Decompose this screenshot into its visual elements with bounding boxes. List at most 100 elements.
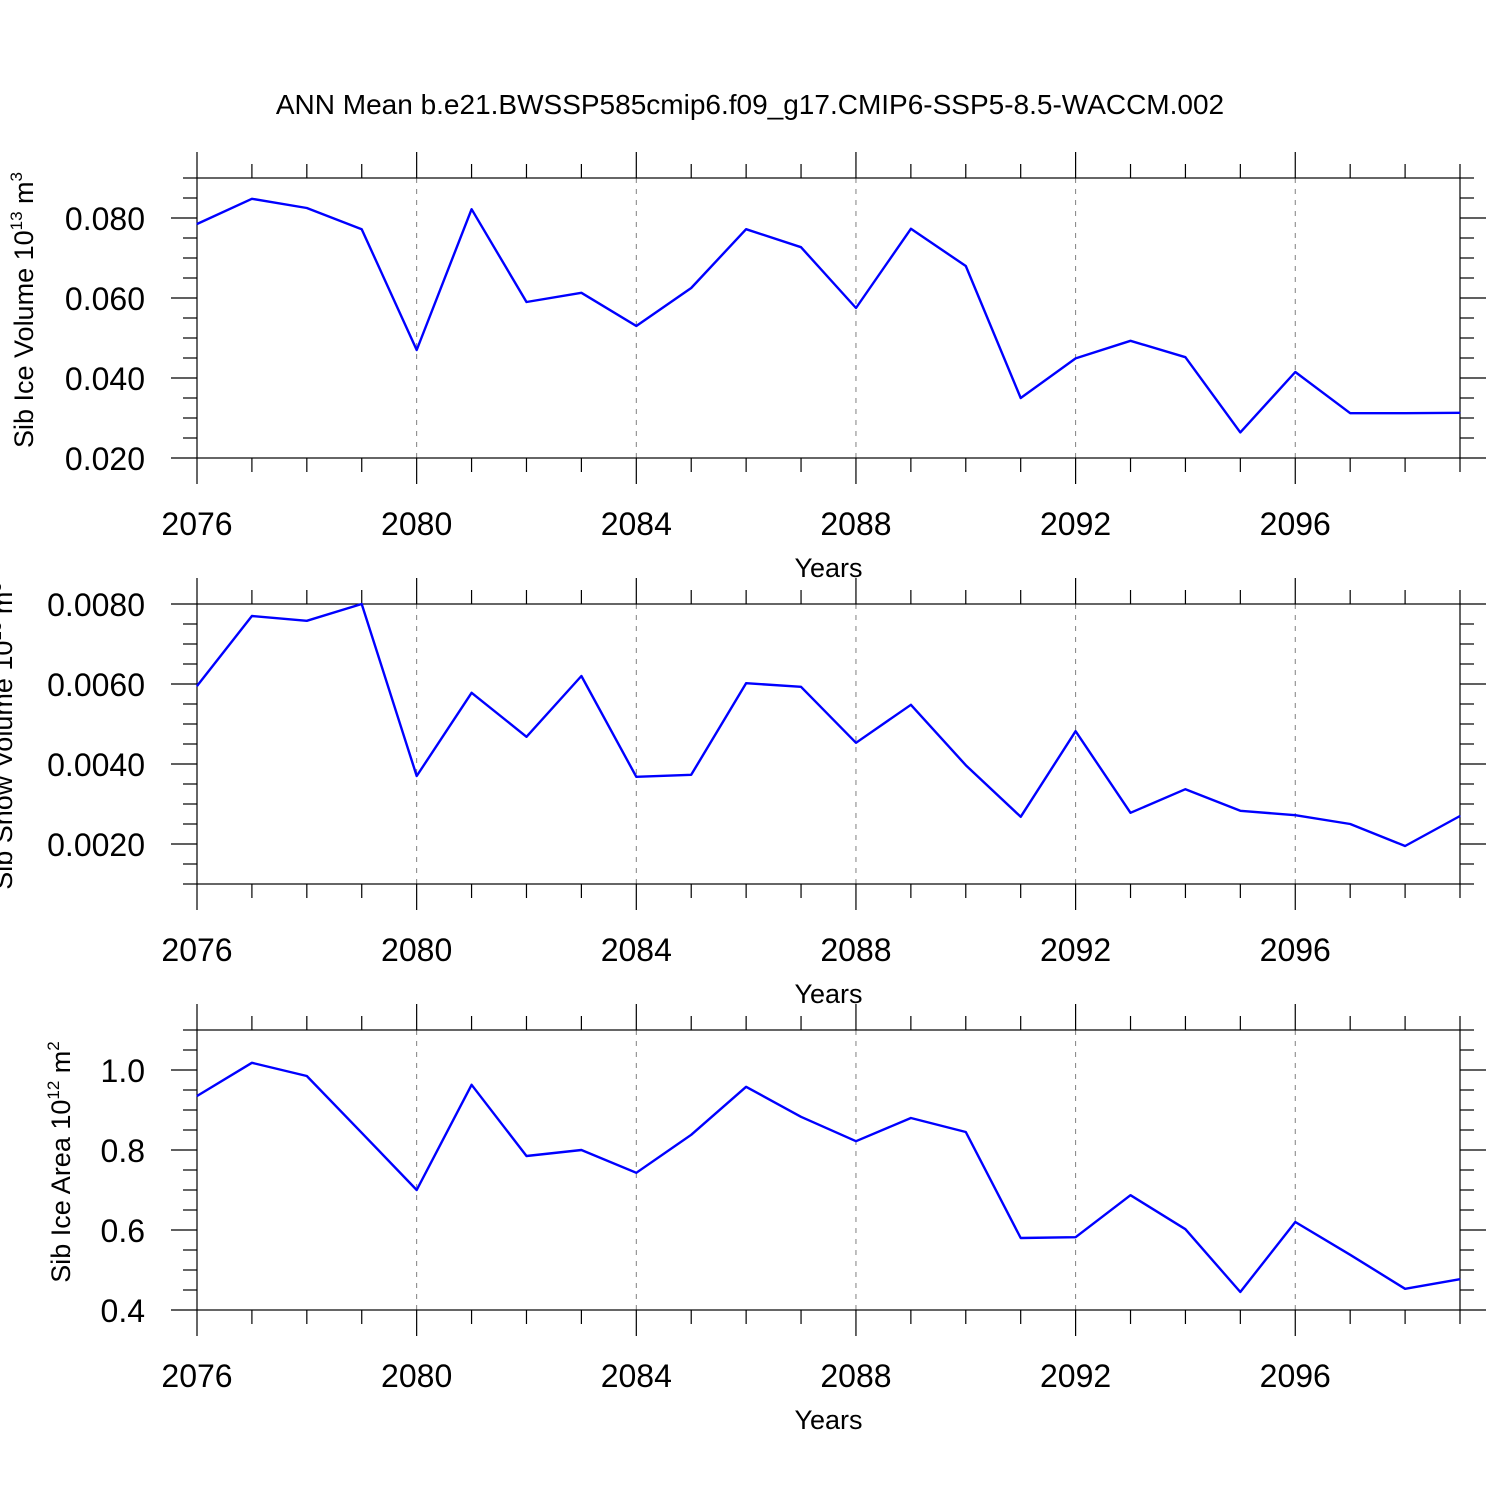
x-tick-label: 2080 [381, 932, 452, 968]
data-point [1294, 371, 1296, 373]
y-tick-label: 0.4 [101, 1293, 145, 1329]
data-point [1404, 845, 1406, 847]
data-point [306, 620, 308, 622]
data-point [416, 1189, 418, 1191]
data-point [1184, 1228, 1187, 1230]
x-tick-label: 2084 [601, 932, 672, 968]
data-point [1075, 1236, 1077, 1238]
x-axis-label: Years [794, 553, 862, 583]
data-point [1404, 1288, 1406, 1290]
data-point [196, 223, 198, 225]
y-axis-label-exponent: 13 [7, 211, 26, 230]
y-tick-label: 1.0 [101, 1053, 145, 1089]
y-axis-label: Sib Ice Area 1012 m2 [44, 1041, 76, 1283]
data-point [1075, 730, 1077, 732]
x-tick-label: 2084 [601, 506, 672, 542]
y-tick-label: 0.040 [65, 361, 145, 397]
data-point [306, 1075, 308, 1077]
plot-frame [196, 1029, 1461, 1311]
x-tick-label: 2096 [1260, 932, 1331, 968]
data-point [1184, 788, 1187, 790]
data-point [855, 742, 857, 744]
x-axis-label: Years [794, 1405, 862, 1435]
figure-title: ANN Mean b.e21.BWSSP585cmip6.f09_g17.CMI… [276, 89, 1224, 120]
data-point [361, 1132, 363, 1134]
data-point [470, 1084, 473, 1086]
y-axis-label-unit: m [0, 592, 18, 622]
data-point [745, 228, 747, 230]
data-point [251, 1062, 253, 1064]
y-tick-label: 0.0040 [47, 747, 145, 783]
y-axis-label-unit-exponent: 2 [44, 1041, 63, 1050]
y-tick-label: 0.0060 [47, 667, 145, 703]
data-point [635, 325, 637, 327]
y-tick-label: 0.0080 [47, 587, 145, 623]
data-point [361, 228, 363, 230]
data-point [690, 287, 692, 289]
data-point [1349, 412, 1351, 414]
data-point [1020, 816, 1022, 818]
y-tick-label: 0.020 [65, 441, 145, 477]
x-axis-label: Years [794, 979, 862, 1009]
data-point [745, 682, 747, 684]
data-point [470, 208, 473, 210]
x-tick-label: 2088 [820, 1358, 891, 1394]
data-point [251, 615, 253, 617]
data-point [855, 307, 857, 309]
data-point [1239, 810, 1241, 812]
y-axis-label-text: Sib Ice Volume 10 [9, 230, 39, 448]
data-point [690, 1134, 692, 1136]
data-point [525, 736, 528, 738]
data-point [855, 1140, 857, 1142]
x-tick-label: 2076 [161, 1358, 232, 1394]
y-axis-label: Sib Snow Volume 1013 m3 [0, 582, 18, 890]
data-point [251, 198, 253, 200]
x-tick-label: 2096 [1260, 1358, 1331, 1394]
data-point [525, 1155, 528, 1157]
x-tick-label: 2088 [820, 506, 891, 542]
y-tick-label: 0.8 [101, 1133, 145, 1169]
data-point [580, 292, 582, 294]
data-point [965, 764, 967, 766]
y-axis-label-exponent: 13 [0, 622, 5, 641]
x-tick-label: 2088 [820, 932, 891, 968]
data-point [1349, 1254, 1351, 1256]
data-point [1459, 1278, 1461, 1280]
data-point [910, 1117, 912, 1119]
y-axis-label-text: Sib Snow Volume 10 [0, 641, 18, 890]
y-axis-label-unit: m [46, 1051, 76, 1081]
data-point [580, 1149, 582, 1151]
data-point [745, 1086, 747, 1088]
y-tick-label: 0.6 [101, 1213, 145, 1249]
plot-frame [196, 177, 1461, 459]
data-point [1349, 823, 1351, 825]
data-point [1184, 356, 1187, 358]
data-point [800, 686, 802, 688]
x-tick-label: 2084 [601, 1358, 672, 1394]
series-line [196, 1061, 1461, 1294]
x-tick-label: 2092 [1040, 506, 1111, 542]
data-point [1239, 1291, 1241, 1293]
x-tick-label: 2080 [381, 506, 452, 542]
x-tick-label: 2096 [1260, 506, 1331, 542]
y-tick-label: 0.0020 [47, 827, 145, 863]
x-tick-label: 2092 [1040, 932, 1111, 968]
data-point [1129, 812, 1132, 814]
data-point [580, 675, 582, 677]
data-point [196, 1095, 198, 1097]
data-point [635, 1172, 637, 1174]
data-point [470, 692, 473, 694]
x-tick-label: 2092 [1040, 1358, 1111, 1394]
data-point [1129, 340, 1132, 342]
data-point [690, 774, 692, 776]
data-point [910, 228, 912, 230]
data-point [525, 301, 528, 303]
y-axis-label-unit: m [9, 181, 39, 211]
data-point [800, 1116, 802, 1118]
y-axis-label-unit-exponent: 3 [0, 582, 5, 591]
series-line [196, 602, 1461, 848]
data-point [1129, 1194, 1132, 1196]
data-point [306, 207, 308, 209]
x-tick-label: 2080 [381, 1358, 452, 1394]
